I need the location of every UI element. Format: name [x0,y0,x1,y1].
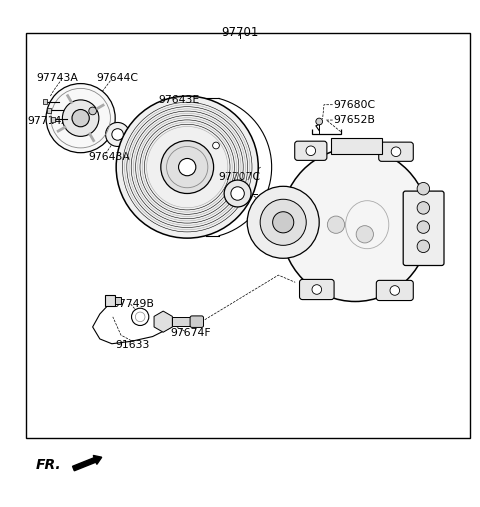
Circle shape [224,180,251,207]
Circle shape [106,123,130,147]
FancyBboxPatch shape [190,316,204,328]
Circle shape [327,216,345,233]
Circle shape [116,96,258,238]
Bar [51,117,55,122]
Circle shape [312,285,322,294]
Circle shape [356,226,373,243]
Text: 97714A: 97714A [28,117,70,127]
Circle shape [231,187,244,200]
Bar [115,297,121,304]
Text: 91633: 91633 [115,340,150,350]
Text: 97643E: 97643E [158,95,200,105]
Circle shape [62,100,99,136]
Bar [43,99,47,104]
Circle shape [316,118,323,125]
Text: 97749B: 97749B [113,299,155,309]
Circle shape [417,183,430,195]
FancyBboxPatch shape [376,280,413,301]
Circle shape [391,147,401,157]
Circle shape [306,146,316,156]
Bar [331,138,382,154]
FancyBboxPatch shape [403,191,444,266]
Text: 97701: 97701 [221,26,259,39]
FancyArrow shape [72,455,102,471]
Circle shape [179,159,196,176]
Bar [47,108,51,113]
Text: FR.: FR. [36,458,61,472]
Text: 97707C: 97707C [218,172,261,182]
Ellipse shape [281,148,430,302]
Circle shape [417,221,430,233]
Text: 97643A: 97643A [89,153,131,163]
Circle shape [417,240,430,252]
Text: 97652B: 97652B [334,115,375,125]
Circle shape [273,212,294,233]
Circle shape [390,285,399,295]
FancyBboxPatch shape [379,142,413,161]
Text: 97644C: 97644C [96,74,138,83]
Circle shape [260,199,306,245]
Text: 97680C: 97680C [334,100,376,110]
Circle shape [417,202,430,214]
Circle shape [161,141,214,194]
Circle shape [213,142,219,149]
Circle shape [89,107,96,115]
Bar [172,317,193,327]
Text: 97674F: 97674F [170,328,211,338]
FancyBboxPatch shape [300,279,334,300]
Circle shape [112,129,123,140]
Text: 97743A: 97743A [36,74,78,83]
Bar [26,32,470,438]
FancyBboxPatch shape [295,141,327,160]
Bar [105,295,115,306]
Circle shape [72,110,89,127]
Circle shape [46,84,115,153]
Circle shape [247,186,319,258]
